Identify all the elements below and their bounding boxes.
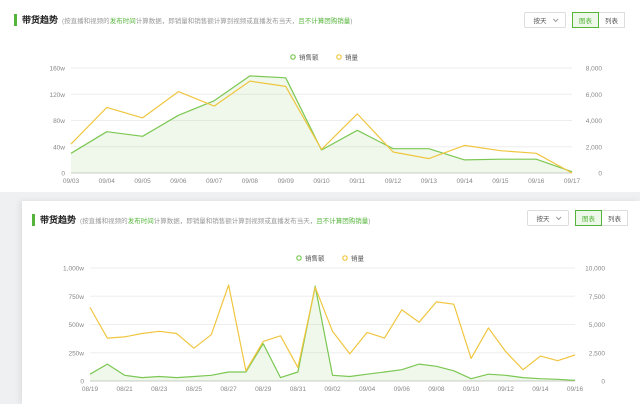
legend-label: 销售额 xyxy=(299,52,319,61)
y-left-tick-label: 160w xyxy=(49,66,65,73)
trend-panel-bottom: 带货趋势 (按直播和视频的发布时间计算数据，即销量和销售额计算到视频或直播发布当… xyxy=(22,201,640,404)
series-line xyxy=(89,284,576,372)
panel-title: 带货趋势 xyxy=(40,215,77,225)
view-table-button[interactable]: 列表 xyxy=(599,12,625,28)
note-suffix: ) xyxy=(350,17,353,25)
y-left-tick-label: 120w xyxy=(49,92,65,99)
y-right-tick-label: 0 xyxy=(601,379,605,386)
y-right-tick-label: 5,000 xyxy=(589,322,606,329)
y-right-tick-label: 10,000 xyxy=(585,266,605,273)
x-tick-label: 09/06 xyxy=(394,386,411,393)
trend-panel-top: 带货趋势 (按直播和视频的发布时间计算数据，即销量和销售额计算到视频或直播发布当… xyxy=(0,0,640,192)
legend-marker xyxy=(342,255,348,261)
x-tick-label: 09/06 xyxy=(170,178,187,185)
x-tick-label: 08/25 xyxy=(186,386,203,393)
x-tick-label: 09/11 xyxy=(349,178,365,185)
y-right-tick-label: 0 xyxy=(598,171,602,178)
title-accent-bar xyxy=(32,213,35,226)
x-tick-label: 09/09 xyxy=(278,178,295,185)
trend-chart-top: 0 0 40w 2,000 80w 4,000 120w 6,000 160w 8,000 09/0… xyxy=(49,52,603,185)
panel-note: (按直播和视频的发布时间计算数据，即销量和销售额计算到视频或直播发布当天，且不计… xyxy=(62,15,352,25)
x-tick-label: 09/15 xyxy=(492,178,509,185)
note-highlight-time: 发布时间 xyxy=(109,17,136,25)
view-toggle: 图表 列表 xyxy=(572,12,625,28)
series-area xyxy=(90,286,575,381)
y-left-tick-label: 0 xyxy=(61,171,65,178)
note-prefix: (按直播和视频的 xyxy=(80,217,128,225)
x-tick-label: 09/05 xyxy=(134,178,151,185)
y-right-tick-label: 2,000 xyxy=(586,144,603,151)
x-tick-label: 09/14 xyxy=(532,386,549,393)
view-table-button[interactable]: 列表 xyxy=(602,210,628,226)
period-dropdown[interactable]: 按天 xyxy=(527,210,569,226)
x-tick-label: 09/03 xyxy=(63,178,80,185)
x-tick-label: 08/21 xyxy=(117,386,134,393)
period-dropdown-label: 按天 xyxy=(536,216,550,223)
y-left-tick-label: 1,000w xyxy=(63,266,84,273)
view-chart-button[interactable]: 图表 xyxy=(572,12,599,28)
x-tick-label: 09/04 xyxy=(359,386,376,393)
x-tick-label: 09/10 xyxy=(463,386,480,393)
series-line xyxy=(89,285,576,381)
x-tick-label: 09/12 xyxy=(498,386,515,393)
y-left-tick-label: 250w xyxy=(68,350,84,357)
x-tick-label: 09/16 xyxy=(567,386,584,393)
y-left-tick-label: 500w xyxy=(68,322,84,329)
x-tick-label: 09/04 xyxy=(99,178,116,185)
x-tick-label: 08/29 xyxy=(255,386,272,393)
x-tick-label: 09/10 xyxy=(313,178,330,185)
y-left-tick-label: 80w xyxy=(53,118,65,125)
x-tick-label: 09/12 xyxy=(385,178,402,185)
x-tick-label: 08/27 xyxy=(220,386,237,393)
period-dropdown-label: 按天 xyxy=(533,18,547,25)
note-highlight-groupbuy: 且不计算团购销量 xyxy=(316,217,369,225)
title-accent-bar xyxy=(14,13,17,26)
y-right-tick-label: 6,000 xyxy=(586,92,603,99)
legend-marker xyxy=(296,255,302,261)
x-tick-label: 08/19 xyxy=(82,386,99,393)
y-left-tick-label: 40w xyxy=(53,144,65,151)
x-tick-label: 08/31 xyxy=(290,386,307,393)
period-dropdown[interactable]: 按天 xyxy=(524,12,566,28)
legend-label: 销售额 xyxy=(305,253,325,262)
view-controls: 按天 图表 列表 xyxy=(524,12,625,28)
panel-note: (按直播和视频的发布时间计算数据，即销量和销售额计算到视频或直播发布当天，且不计… xyxy=(80,215,370,225)
x-tick-label: 09/16 xyxy=(528,178,545,185)
view-controls: 按天 图表 列表 xyxy=(527,210,628,226)
panel-title: 带货趋势 xyxy=(22,15,59,25)
note-highlight-time: 发布时间 xyxy=(127,217,154,225)
y-right-tick-label: 8,000 xyxy=(586,66,603,73)
x-tick-label: 09/13 xyxy=(421,178,438,185)
x-tick-label: 09/17 xyxy=(564,178,581,185)
note-middle: 计算数据，即销量和销售额计算到视频或直播发布当天， xyxy=(153,217,317,225)
view-chart-button[interactable]: 图表 xyxy=(575,210,602,226)
x-tick-label: 09/14 xyxy=(457,178,474,185)
legend-marker xyxy=(336,54,342,60)
x-tick-label: 09/08 xyxy=(428,386,445,393)
y-right-tick-label: 2,500 xyxy=(589,350,606,357)
x-tick-label: 09/08 xyxy=(242,178,259,185)
legend-marker xyxy=(290,54,296,60)
panel-header: 带货趋势 (按直播和视频的发布时间计算数据，即销量和销售额计算到视频或直播发布当… xyxy=(32,213,370,226)
x-tick-label: 09/07 xyxy=(206,178,223,185)
note-prefix: (按直播和视频的 xyxy=(62,17,110,25)
note-suffix: ) xyxy=(368,217,371,225)
y-right-tick-label: 4,000 xyxy=(586,118,603,125)
y-left-tick-label: 750w xyxy=(68,294,84,301)
series-area xyxy=(71,75,572,173)
x-tick-label: 09/02 xyxy=(324,386,341,393)
series-line xyxy=(70,75,573,173)
series-line xyxy=(70,80,573,174)
legend-label: 销量 xyxy=(345,52,359,61)
y-right-tick-label: 7,500 xyxy=(589,294,606,301)
note-highlight-groupbuy: 且不计算团购销量 xyxy=(298,17,351,25)
legend-label: 销量 xyxy=(351,253,365,262)
y-left-tick-label: 0 xyxy=(80,379,84,386)
x-tick-label: 08/23 xyxy=(151,386,168,393)
note-middle: 计算数据，即销量和销售额计算到视频或直播发布当天， xyxy=(135,17,299,25)
view-toggle: 图表 列表 xyxy=(575,210,628,226)
trend-chart-bottom: 0 0 250w 2,500 500w 5,000 750w 7,500 1,000w 10,00… xyxy=(63,253,606,393)
panel-header: 带货趋势 (按直播和视频的发布时间计算数据，即销量和销售额计算到视频或直播发布当… xyxy=(14,13,352,26)
